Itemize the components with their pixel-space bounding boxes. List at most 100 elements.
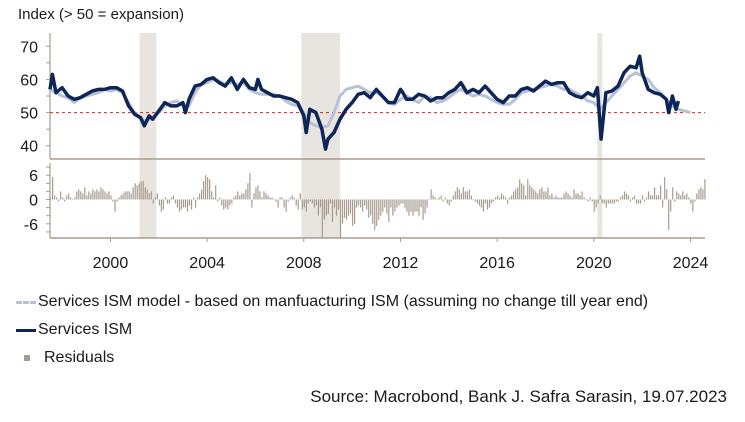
chart-title: Index (> 50 = expansion) [18, 6, 184, 23]
residual-bar [347, 199, 350, 216]
residual-bar [229, 199, 231, 206]
residual-bar [140, 181, 142, 200]
residual-bar [577, 193, 579, 200]
residual-bar [686, 193, 688, 200]
residual-bar [255, 187, 257, 200]
residual-bar [414, 199, 416, 212]
residual-bar [325, 199, 328, 216]
residual-bar [460, 193, 462, 200]
residual-bar [261, 197, 263, 200]
residual-bar [180, 199, 183, 210]
residual-bar [531, 187, 533, 200]
residual-bar [370, 199, 372, 216]
residual-bar [221, 199, 223, 206]
residual-bar [235, 195, 237, 200]
square-swatch-icon [24, 355, 30, 361]
residual-bar [611, 199, 613, 204]
residual-bar [94, 191, 96, 200]
residual-bar [519, 179, 521, 200]
residual-bar [68, 193, 70, 200]
residual-bar [424, 199, 426, 214]
residual-bar [476, 199, 479, 204]
lower-y-tick-label: 6 [29, 168, 38, 185]
residual-bar [285, 199, 287, 212]
residual-bar [434, 197, 436, 200]
residual-bar [74, 197, 76, 200]
residual-bar [211, 191, 213, 200]
residual-bar [356, 199, 358, 208]
residual-bar [645, 197, 648, 200]
residual-bar [362, 199, 364, 212]
residual-bar [82, 193, 84, 200]
residual-bar [66, 195, 68, 200]
residual-bar [486, 199, 489, 210]
residual-bar [158, 199, 160, 206]
residual-bar [291, 195, 293, 200]
residual-bar [660, 185, 662, 200]
residual-bar [684, 195, 686, 200]
residual-bar [539, 189, 541, 200]
residual-bar [484, 199, 487, 204]
residual-bar [271, 197, 273, 200]
residual-bar [418, 199, 420, 216]
residual-bar [142, 181, 144, 200]
residual-bar [176, 199, 179, 208]
residual-bar [607, 199, 609, 204]
residual-bar [305, 199, 307, 212]
residual-bar [245, 189, 247, 200]
residual-bar [696, 193, 698, 200]
residual-bar [112, 199, 114, 202]
residual-bar [478, 199, 481, 206]
residual-bar [609, 199, 611, 204]
residual-bar [376, 199, 378, 226]
residual-bar [651, 195, 654, 200]
chart: Index (> 50 = expansion) 40 50 60 70 -6 0 6 2… [18, 6, 708, 272]
x-tick-label: 2008 [286, 255, 322, 272]
residual-bar [110, 195, 112, 200]
legend-item-ism: Services ISM [16, 316, 648, 344]
residual-bar [470, 195, 472, 200]
residual-bar [194, 199, 197, 208]
residual-bar [297, 199, 299, 210]
residual-bar [599, 195, 601, 200]
residual-bar [215, 185, 217, 200]
residual-bar [364, 199, 366, 206]
residual-bar [152, 199, 154, 204]
residual-bar [86, 195, 88, 200]
residual-bar [273, 199, 275, 201]
residual-bar [412, 199, 414, 216]
residual-bar [108, 191, 110, 200]
residual-bar [257, 185, 259, 200]
residual-bar [654, 187, 656, 200]
residual-bar [90, 193, 92, 200]
residual-bar [515, 189, 517, 200]
residual-bar [360, 199, 362, 208]
upper-panel-axis: 40 50 60 70 [20, 33, 705, 160]
residual-bar [192, 197, 195, 200]
residual-bar [488, 199, 491, 208]
residual-bar [432, 195, 434, 200]
residual-bar [313, 199, 315, 208]
residual-bar [64, 199, 66, 202]
residual-bar [513, 191, 515, 200]
residual-bar [164, 197, 166, 200]
residual-bar [631, 197, 634, 200]
legend-item-residuals: Residuals [16, 344, 648, 372]
residual-bar [366, 199, 368, 210]
residual-bar [591, 199, 593, 202]
upper-y-tick-label: 60 [20, 72, 38, 89]
residual-bar [674, 199, 676, 202]
residual-bar [668, 199, 670, 230]
residual-bar [430, 189, 432, 200]
residual-bar [692, 199, 694, 212]
residual-bar [358, 199, 360, 206]
residual-bar [440, 195, 442, 200]
x-tick-label: 2016 [479, 255, 515, 272]
residual-bar [198, 193, 201, 200]
residual-bar [170, 197, 173, 200]
residual-bar [406, 199, 408, 212]
residual-bar [521, 183, 523, 200]
residual-bar [213, 197, 215, 200]
upper-y-tick-label: 50 [20, 106, 38, 123]
residual-bar [118, 197, 120, 200]
